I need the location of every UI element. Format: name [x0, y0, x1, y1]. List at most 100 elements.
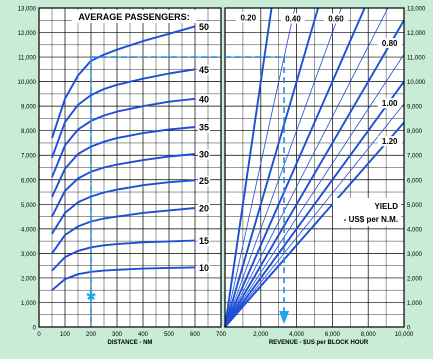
left-y-tick-label: 12,000: [18, 31, 37, 37]
curve-label-bg: [198, 94, 210, 105]
right-x-tick-label: 2,000: [253, 332, 269, 338]
curve-label-bg: [198, 64, 210, 75]
yield-label-bg: [323, 13, 348, 24]
right-y-tick-label: 12,000: [407, 31, 426, 37]
left-y-tick-label: 9,000: [21, 105, 37, 111]
left-x-tick-label: 0: [37, 332, 41, 338]
passenger-curve-label: 50: [199, 22, 209, 32]
left-title-bg: [72, 10, 196, 23]
left-x-tick-label: 100: [60, 332, 71, 338]
yield-line-0.60: [224, 7, 366, 328]
yield-title-line2: - US$ per N.M.: [344, 215, 398, 224]
yield-line-label: 0.40: [285, 14, 301, 23]
right-y-tick-label: 6,000: [407, 178, 423, 184]
left-y-tick-label: 7,000: [21, 154, 37, 160]
curve-label-bg: [198, 203, 210, 214]
passenger-curve-25: [51, 179, 196, 235]
yield-line-minor-1.1: [224, 103, 405, 328]
passenger-curve-label: 30: [199, 150, 209, 160]
right-x-tick-label: 10,000: [395, 332, 414, 338]
yield-title-bg: [333, 198, 401, 226]
yield-line-label: 1.20: [382, 137, 398, 146]
left-y-tick-label: 4,000: [21, 227, 37, 233]
left-chart-title: AVERAGE PASSENGERS:: [78, 12, 189, 22]
passenger-curve-label: 35: [199, 123, 209, 133]
right-x-tick-label: 4,000: [289, 332, 305, 338]
left-x-tick-label: 700: [216, 332, 227, 338]
yield-line-label: 0.60: [328, 14, 344, 23]
left-y-tick-label: 13,000: [18, 7, 37, 13]
yield-label-bg: [377, 38, 402, 49]
curve-label-bg: [198, 149, 210, 160]
right-y-tick-label: 1,000: [407, 301, 423, 307]
passenger-curve-40: [51, 97, 196, 178]
yield-line-label: 0.80: [382, 39, 398, 48]
left-x-tick-label: 300: [112, 332, 123, 338]
left-y-tick-label: 0: [33, 326, 37, 332]
right-y-tick-label: 4,000: [407, 227, 423, 233]
yield-line-0.80: [224, 19, 405, 328]
left-x-axis-label: DISTANCE - NM: [108, 340, 153, 346]
yield-line-1.20: [224, 121, 405, 328]
passenger-curve-10: [51, 266, 196, 291]
right-y-tick-label: 5,000: [407, 203, 423, 209]
left-y-tick-label: 10,000: [18, 80, 37, 86]
passenger-curve-15: [51, 239, 196, 272]
left-y-tick-label: 1,000: [21, 301, 37, 307]
right-y-tick-label: 9,000: [407, 105, 423, 111]
yield-line-0.20: [224, 7, 273, 328]
left-y-tick-label: 2,000: [21, 276, 37, 282]
right-x-tick-label: 6,000: [325, 332, 341, 338]
left-x-tick-label: 200: [86, 332, 97, 338]
left-y-tick-label: 5,000: [21, 203, 37, 209]
yield-title-line1: YIELD: [374, 202, 398, 211]
yield-line-minor-0.3: [224, 7, 296, 328]
right-y-tick-label: 11,000: [407, 56, 426, 62]
passenger-curve-label: 45: [199, 65, 209, 75]
passenger-curve-20: [51, 207, 196, 254]
passenger-curve-30: [51, 153, 196, 218]
arrow-down-icon: [279, 311, 290, 324]
asterisk-marker: *: [86, 286, 96, 313]
right-y-tick-label: 10,000: [407, 80, 426, 86]
curve-label-bg: [198, 175, 210, 186]
left-y-tick-label: 3,000: [21, 252, 37, 258]
yield-line-minor-0.7: [224, 7, 389, 328]
right-plot-frame: [224, 7, 405, 328]
left-y-tick-label: 8,000: [21, 129, 37, 135]
curve-label-bg: [198, 21, 210, 32]
yield-label-bg: [236, 12, 261, 23]
right-y-tick-label: 7,000: [407, 154, 423, 160]
passenger-curve-label: 25: [199, 176, 209, 186]
right-y-tick-label: 2,000: [407, 276, 423, 282]
yield-label-bg: [377, 136, 402, 147]
right-x-axis-label: REVENUE - $US per BLOCK HOUR: [269, 340, 369, 346]
right-x-tick-label: 8,000: [361, 332, 377, 338]
passenger-curve-50: [51, 25, 196, 139]
right-y-tick-label: 0: [407, 326, 411, 332]
passenger-curve-label: 15: [199, 236, 209, 246]
curve-label-bg: [198, 236, 210, 247]
yield-line-1.00: [224, 81, 405, 328]
yield-line-0.40: [224, 7, 319, 328]
curve-label-bg: [198, 122, 210, 133]
yield-line-label: 1.00: [382, 99, 398, 108]
left-x-tick-label: 500: [164, 332, 175, 338]
yield-line-label: 0.20: [240, 13, 256, 22]
left-y-tick-label: 6,000: [21, 178, 37, 184]
left-x-tick-label: 600: [190, 332, 201, 338]
passenger-curve-35: [51, 126, 196, 198]
yield-line-minor-0.9: [224, 54, 405, 328]
left-y-tick-label: 11,000: [18, 56, 37, 62]
yield-label-bg: [377, 98, 402, 109]
yield-line-minor-0.5: [224, 7, 342, 328]
passenger-curve-label: 10: [199, 263, 209, 273]
yield-label-bg: [281, 13, 306, 24]
passenger-curve-label: 40: [199, 94, 209, 104]
passenger-curve-45: [51, 68, 196, 159]
left-x-tick-label: 400: [138, 332, 149, 338]
curve-label-bg: [198, 262, 210, 273]
passenger-curve-label: 20: [199, 203, 209, 213]
